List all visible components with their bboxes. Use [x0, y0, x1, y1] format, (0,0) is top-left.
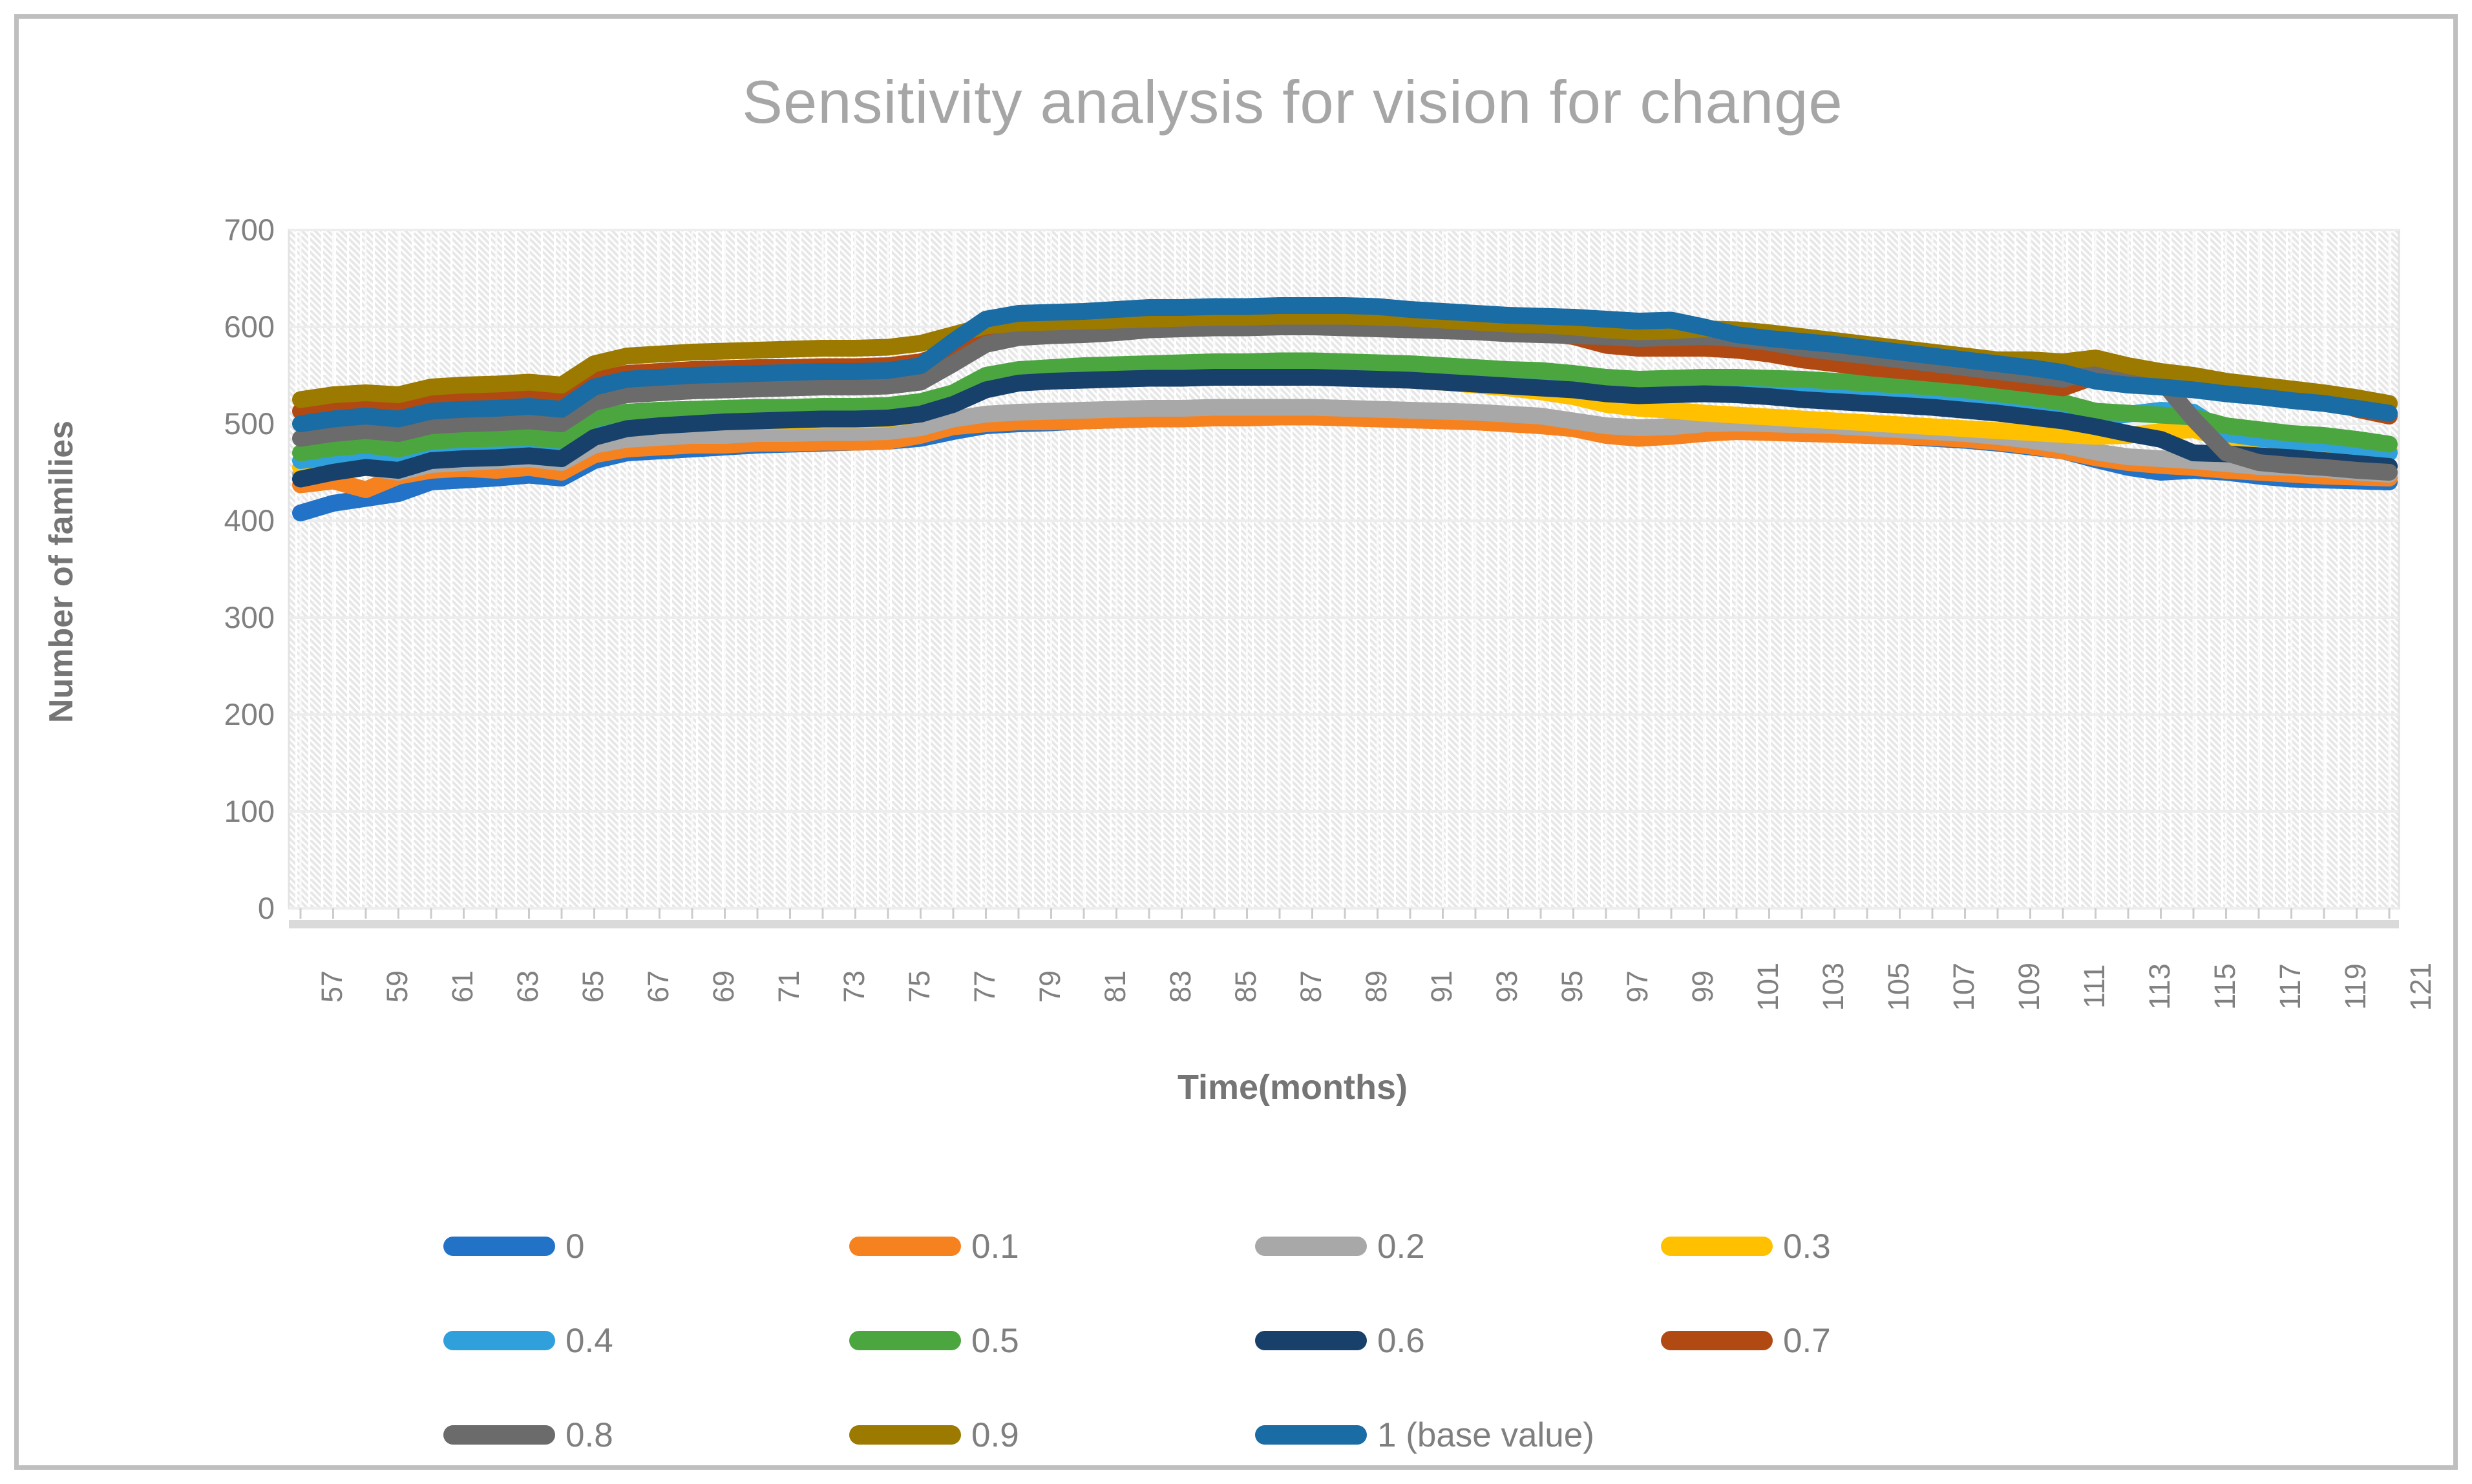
y-tick-label: 500: [224, 406, 275, 441]
legend-swatch-icon: [443, 1331, 555, 1350]
x-tick-label: 121: [2404, 962, 2437, 1011]
legend-item-0: 0: [443, 1199, 849, 1293]
legend-label: 0.4: [565, 1321, 613, 1360]
y-tick-label: 700: [224, 213, 275, 247]
legend-swatch-icon: [1661, 1237, 1773, 1256]
legend-item-0.2: 0.2: [1255, 1199, 1661, 1293]
series-line-0.6: [292, 369, 2398, 488]
series-line-0.9: [292, 308, 2398, 412]
legend-label: 0: [565, 1227, 585, 1266]
legend-item-0.3: 0.3: [1661, 1199, 2067, 1293]
legend-label: 0.1: [971, 1227, 1019, 1266]
chart-title: Sensitivity analysis for vision for chan…: [742, 68, 1843, 136]
legend: 0 0.1 0.2 0.3 0.4 0.5 0.6 0.7 0.8 0.9 1 (base valu…: [443, 1199, 2098, 1482]
legend-label: 0.2: [1377, 1227, 1425, 1266]
legend-item-0.8: 0.8: [443, 1388, 849, 1482]
legend-item-1 (base value): 1 (base value): [1255, 1388, 1661, 1482]
legend-label: 0.3: [1783, 1227, 1831, 1266]
legend-swatch-icon: [849, 1237, 961, 1256]
legend-label: 0.9: [971, 1416, 1019, 1454]
legend-item-0.1: 0.1: [849, 1199, 1255, 1293]
y-axis-title: Number of families: [43, 420, 80, 724]
legend-swatch-icon: [1255, 1331, 1367, 1350]
legend-label: 0.5: [971, 1321, 1019, 1360]
legend-swatch-icon: [1255, 1237, 1367, 1256]
legend-item-0.4: 0.4: [443, 1293, 849, 1388]
legend-swatch-icon: [443, 1425, 555, 1445]
legend-item-0.7: 0.7: [1661, 1293, 2067, 1388]
y-tick-label: 200: [224, 697, 275, 731]
legend-swatch-icon: [1661, 1331, 1773, 1350]
series-line-0.5: [292, 352, 2398, 461]
legend-label: 0.7: [1783, 1321, 1831, 1360]
legend-label: 1 (base value): [1377, 1416, 1594, 1454]
legend-swatch-icon: [443, 1237, 555, 1256]
legend-item-0.5: 0.5: [849, 1293, 1255, 1388]
series-line-1 (base value): [292, 297, 2398, 432]
legend-label: 0.8: [565, 1416, 613, 1454]
legend-label: 0.6: [1377, 1321, 1425, 1360]
legend-swatch-icon: [1255, 1425, 1367, 1445]
y-tick-label: 100: [224, 794, 275, 828]
legend-swatch-icon: [849, 1331, 961, 1350]
y-tick-label: 600: [224, 309, 275, 344]
legend-item-0.9: 0.9: [849, 1388, 1255, 1482]
y-tick-label: 0: [257, 891, 275, 925]
x-axis-band: [289, 920, 2399, 928]
legend-swatch-icon: [849, 1425, 961, 1445]
legend-item-0.6: 0.6: [1255, 1293, 1661, 1388]
x-axis-title: Time(months): [1177, 1068, 1408, 1107]
series-line-0.2: [292, 399, 2398, 483]
y-tick-label: 400: [224, 503, 275, 538]
y-tick-label: 300: [224, 600, 275, 634]
